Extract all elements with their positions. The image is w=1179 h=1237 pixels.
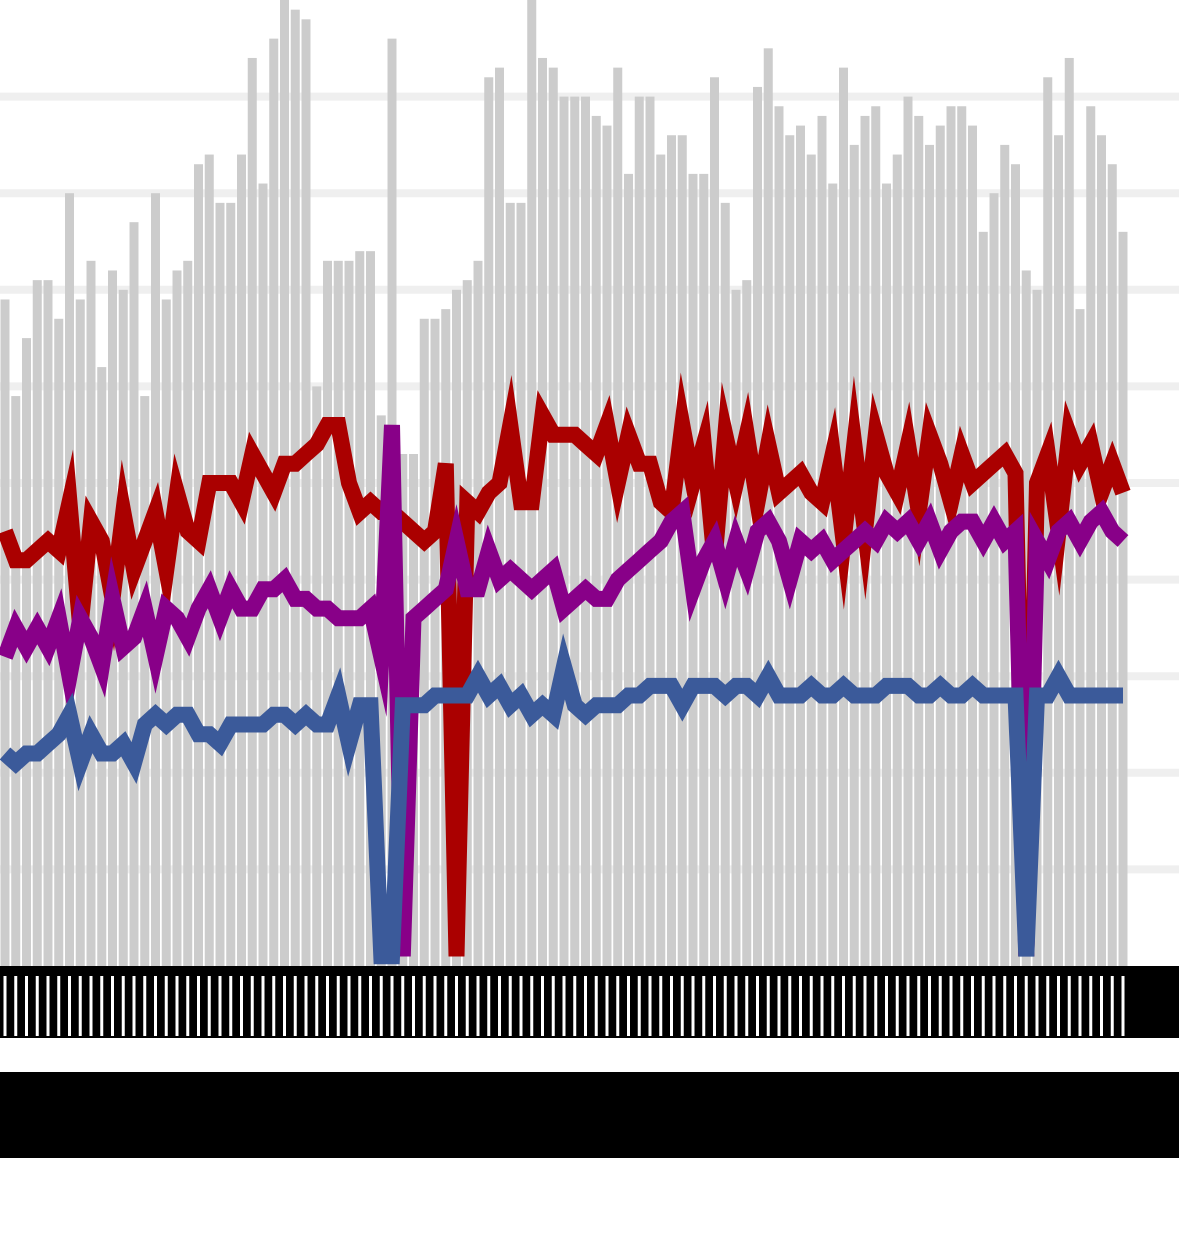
bar-86 xyxy=(925,144,934,966)
line-series-2 xyxy=(0,633,1123,965)
bar-104 xyxy=(1118,231,1128,967)
bar-0 xyxy=(0,299,10,967)
bar-90 xyxy=(968,125,977,966)
x-tick-marks xyxy=(3,976,1125,1036)
bar-82 xyxy=(882,183,891,967)
bar-46 xyxy=(495,67,504,967)
bar-53 xyxy=(570,96,580,967)
bar-59 xyxy=(634,96,644,967)
bar-4 xyxy=(43,280,53,966)
bar-1 xyxy=(11,396,21,966)
bar-93 xyxy=(1000,144,1010,966)
bar-103 xyxy=(1107,164,1117,967)
bar-77 xyxy=(828,183,838,967)
x-tick-label-band xyxy=(0,1072,1179,1158)
bar-79 xyxy=(849,144,859,966)
bar-62 xyxy=(667,135,676,967)
bar-83 xyxy=(892,154,902,966)
bar-69 xyxy=(742,280,752,966)
bar-8 xyxy=(86,260,96,966)
line-series-1 xyxy=(0,424,1129,957)
bar-92 xyxy=(989,193,999,966)
bar-22 xyxy=(237,154,246,966)
bar-71 xyxy=(763,48,773,967)
bar-28 xyxy=(301,19,311,966)
bar-23 xyxy=(247,57,257,966)
bar-54 xyxy=(581,96,590,967)
bar-20 xyxy=(215,202,225,967)
bar-102 xyxy=(1097,135,1106,967)
bar-39 xyxy=(419,318,429,966)
bar-29 xyxy=(312,386,322,966)
line-series-group xyxy=(0,372,1131,965)
bar-68 xyxy=(731,289,741,966)
bar-61 xyxy=(656,154,666,966)
bar-91 xyxy=(978,231,988,967)
bar-45 xyxy=(484,77,494,966)
bar-51 xyxy=(548,67,558,967)
bar-47 xyxy=(505,202,515,967)
bar-14 xyxy=(151,193,160,966)
bar-27 xyxy=(290,9,300,967)
bar-19 xyxy=(204,154,214,966)
x-tick-labels xyxy=(0,1072,1179,1158)
bar-44 xyxy=(473,260,483,966)
bar-40 xyxy=(430,318,440,966)
bar-24 xyxy=(258,183,268,967)
bar-18 xyxy=(194,164,203,967)
bar-56 xyxy=(602,125,612,966)
bar-89 xyxy=(957,106,967,966)
bar-100 xyxy=(1075,309,1085,966)
bar-60 xyxy=(645,96,655,967)
x-axis xyxy=(0,966,1179,1038)
bar-97 xyxy=(1043,77,1053,966)
bar-17 xyxy=(183,260,193,966)
bar-13 xyxy=(140,396,150,966)
bar-50 xyxy=(538,57,547,966)
line-series-0 xyxy=(0,372,1131,957)
bar-12 xyxy=(129,222,139,966)
bar-52 xyxy=(559,96,569,967)
bar-55 xyxy=(591,115,601,967)
